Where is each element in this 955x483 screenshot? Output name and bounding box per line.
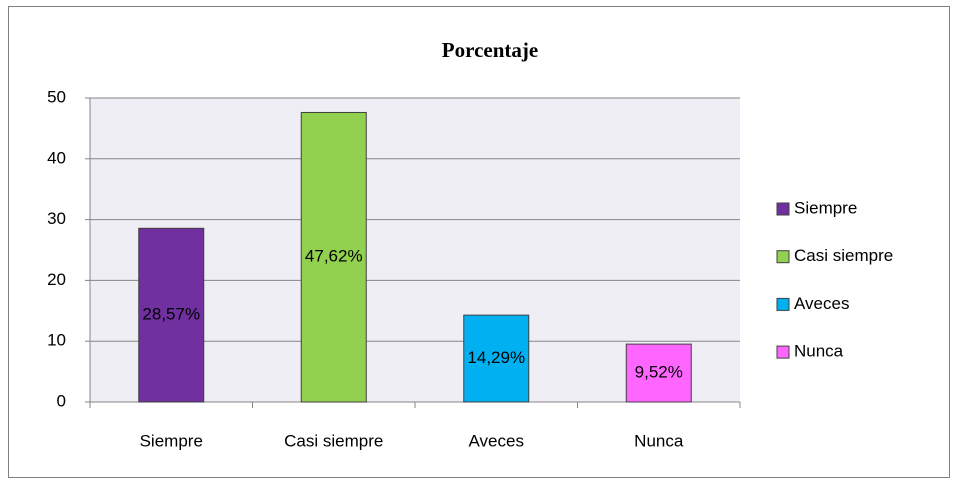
x-tick-label: Nunca (634, 431, 684, 450)
legend-label: Casi siempre (794, 246, 893, 265)
legend-swatch (776, 297, 790, 311)
value-label: 9,52% (635, 363, 683, 382)
value-label: 28,57% (142, 305, 200, 324)
legend-swatch (776, 250, 790, 264)
y-tick-label: 30 (47, 209, 66, 228)
bar (463, 314, 530, 403)
legend-label: Aveces (794, 294, 849, 313)
bar (625, 343, 692, 403)
value-label: 14,29% (467, 348, 525, 367)
y-tick-label: 20 (47, 270, 66, 289)
legend-label: Siempre (794, 198, 857, 217)
x-tick-label: Aveces (469, 431, 524, 450)
y-tick-label: 10 (47, 331, 66, 350)
bar (300, 111, 367, 403)
value-label: 47,62% (305, 247, 363, 266)
chart-title: Porcentaje (442, 38, 538, 62)
y-tick-label: 50 (47, 87, 66, 106)
x-tick-label: Casi siempre (284, 431, 383, 450)
legend-label: Nunca (794, 342, 844, 361)
x-tick-label: Siempre (140, 431, 203, 450)
y-tick-label: 40 (47, 148, 66, 167)
legend-swatch (776, 345, 790, 359)
bar (138, 227, 205, 403)
y-tick-label: 0 (57, 391, 66, 410)
legend-swatch (776, 202, 790, 216)
